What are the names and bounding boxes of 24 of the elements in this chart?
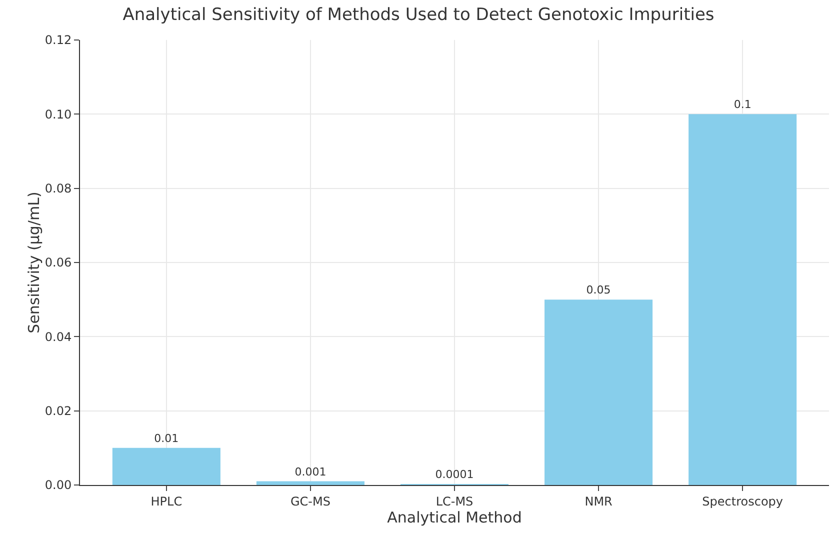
x-tick-label: Spectroscopy	[702, 494, 783, 508]
y-tick-label: 0.02	[44, 404, 72, 418]
x-tick-label: GC-MS	[290, 494, 330, 508]
bar	[256, 481, 364, 485]
y-tick-label: 0.12	[44, 33, 72, 48]
y-tick-label: 0.04	[44, 330, 72, 344]
x-tick-label: LC-MS	[436, 494, 474, 508]
data-label: 0.0001	[435, 468, 474, 481]
y-tick-label: 0.10	[44, 107, 72, 122]
bar	[544, 300, 653, 485]
y-tick-label: 0.06	[44, 256, 72, 270]
x-tick-label: NMR	[584, 494, 612, 508]
chart-title: Analytical Sensitivity of Methods Used to Detect Genotoxic Impurities	[122, 4, 714, 25]
y-tick-label: 0.08	[44, 182, 72, 196]
x-axis-title: Analytical Method	[387, 508, 522, 526]
y-axis-title: Sensitivity (µg/mL)	[24, 192, 43, 334]
x-tick-label: HPLC	[150, 494, 182, 508]
bar	[112, 448, 220, 485]
data-label: 0.05	[586, 284, 611, 297]
data-label: 0.001	[294, 465, 326, 478]
y-tick-label: 0.00	[44, 478, 72, 492]
bar	[688, 114, 797, 485]
data-label: 0.1	[734, 98, 752, 112]
data-label: 0.01	[154, 432, 179, 445]
